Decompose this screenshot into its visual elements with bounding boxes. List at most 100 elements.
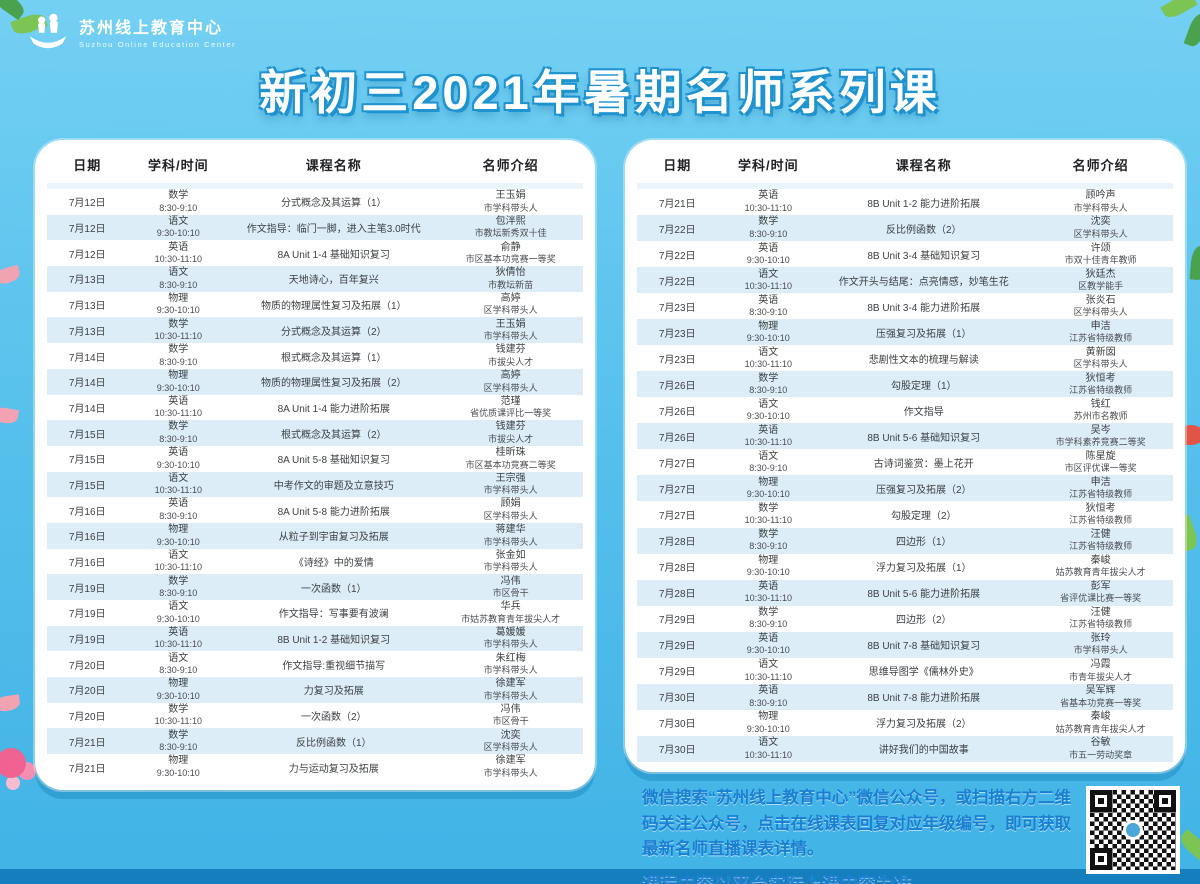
table-row: 7月19日 语文 9:30-10:10 作文指导：写事要有波澜 华兵 市姑苏教育… [47, 600, 583, 626]
table-row: 7月21日 英语 10:30-11:10 8B Unit 1-2 能力进阶拓展 … [637, 186, 1173, 215]
course-cell: 四边形（2） [895, 615, 952, 627]
date-cell: 7月20日 [68, 660, 106, 672]
teacher-cell: 狄廷杰 区教学能手 [1028, 267, 1173, 293]
table-body-left: 7月12日 数学 8:30-9:10 分式概念及其运算（1） 王玉娟 市学科带头… [47, 186, 583, 780]
teacher-credential: 市学科带头人 [483, 562, 538, 573]
teacher-credential: 区学科带头人 [483, 382, 538, 393]
subject-time-cell: 数学 8:30-9:10 [127, 343, 229, 369]
teacher-name: 狄恒考 [1085, 502, 1116, 514]
course-cell: 分式概念及其运算（2） [280, 326, 387, 338]
subject-time-cell: 英语 8:30-9:10 [127, 497, 229, 523]
teacher-cell: 俞静 市区基本功竞赛一等奖 [438, 240, 583, 266]
teacher-name: 谷敏 [1090, 737, 1111, 749]
subject-label: 语文 [168, 472, 189, 484]
teacher-cell: 彭军 省评优课比赛一等奖 [1028, 580, 1173, 606]
time-label: 10:30-11:10 [744, 671, 792, 682]
teacher-cell: 顾吟声 市学科带头人 [1028, 186, 1173, 215]
qr-code [1086, 786, 1180, 874]
date-cell: 7月19日 [68, 583, 106, 595]
teacher-credential: 市学科带头人 [1073, 645, 1128, 656]
teacher-credential: 区学科带头人 [1073, 228, 1128, 239]
table-row: 7月20日 语文 8:30-9:10 作文指导:重视细节描写 朱红梅 市学科带头… [47, 651, 583, 677]
table-row: 7月21日 数学 8:30-9:10 反比例函数（1） 沈奕 区学科带头人 [47, 728, 583, 755]
date-cell: 7月27日 [658, 510, 696, 522]
teacher-cell: 冯伟 市区骨干 [438, 703, 583, 729]
course-cell: 古诗词鉴赏：墨上花开 [873, 458, 974, 470]
date-cell: 7月26日 [658, 380, 696, 392]
teacher-name: 申洁 [1090, 476, 1111, 488]
course-cell: 力与运动复习及拓展 [288, 763, 379, 775]
subject-time-cell: 语文 9:30-10:10 [127, 215, 229, 241]
course-cell: 从粒子到宇宙复习及拓展 [278, 532, 389, 544]
teacher-cell: 谷敏 市五一劳动奖章 [1028, 736, 1173, 762]
teacher-name: 俞静 [500, 241, 521, 253]
bird-decoration [0, 694, 21, 713]
teacher-cell: 张玲 市学科带头人 [1028, 632, 1173, 658]
teacher-credential: 江苏省特级教师 [1069, 489, 1133, 500]
time-label: 9:30-10:10 [746, 489, 790, 500]
course-cell: 根式概念及其运算（1） [280, 352, 387, 364]
time-label: 8:30-9:10 [159, 433, 198, 444]
subject-time-cell: 英语 10:30-11:10 [717, 580, 819, 606]
subject-time-cell: 英语 9:30-10:10 [127, 446, 229, 472]
boat-people-logo-icon [26, 12, 70, 50]
subject-label: 数学 [168, 421, 189, 433]
subject-label: 数学 [758, 372, 779, 384]
subject-label: 语文 [758, 659, 779, 671]
course-cell: 力复习及拓展 [303, 686, 364, 698]
subject-time-cell: 英语 10:30-11:10 [127, 626, 229, 652]
schedule-table-left: 日期 学科/时间 课程名称 名师介绍 7月12日 数学 8:30-9:10 分式… [47, 146, 583, 780]
teacher-cell: 高婷 区学科带头人 [438, 292, 583, 318]
subject-label: 语文 [758, 398, 779, 410]
teacher-cell: 申洁 江苏省特级教师 [1028, 475, 1173, 501]
teacher-cell: 桂昕珠 市区基本功竞赛二等奖 [438, 446, 583, 472]
table-row: 7月14日 物理 9:30-10:10 物质的物理属性复习及拓展（2） 高婷 区… [47, 368, 583, 395]
teacher-credential: 市学科带头人 [483, 665, 538, 676]
teacher-cell: 冯霞 市青年拔尖人才 [1028, 658, 1173, 684]
table-row: 7月26日 语文 9:30-10:10 作文指导 钱红 苏州市名教师 [637, 397, 1173, 423]
teacher-credential: 市学科带头人 [1073, 202, 1128, 213]
subject-label: 语文 [758, 737, 779, 749]
time-label: 10:30-11:10 [154, 254, 202, 265]
teacher-credential: 市区骨干 [492, 588, 529, 599]
teacher-name: 张炎石 [1085, 294, 1116, 306]
time-label: 8:30-9:10 [159, 510, 198, 521]
subject-label: 语文 [168, 601, 189, 613]
teacher-name: 狄恒考 [1085, 372, 1116, 384]
course-cell: 8B Unit 5-6 能力进阶拓展 [867, 589, 981, 601]
time-label: 8:30-9:10 [749, 307, 788, 318]
footer-notice: 微信搜索“苏州线上教育中心”微信公众号，或扫描右方二维码关注公众号，点击在线课表… [642, 786, 1084, 884]
date-cell: 7月16日 [68, 506, 106, 518]
course-cell: 讲好我们的中国故事 [878, 745, 969, 757]
teacher-credential: 省优质课评比一等奖 [470, 408, 552, 419]
course-cell: 中考作文的审题及立意技巧 [273, 480, 394, 492]
subject-time-cell: 数学 8:30-9:10 [717, 215, 819, 241]
header-course: 课程名称 [229, 146, 439, 189]
subject-label: 数学 [758, 216, 779, 228]
time-label: 10:30-11:10 [154, 639, 202, 650]
subject-label: 英语 [168, 241, 189, 253]
course-cell: 8B Unit 5-6 基础知识复习 [867, 432, 981, 444]
subject-time-cell: 语文 9:30-10:10 [717, 397, 819, 423]
table-row: 7月20日 数学 10:30-11:10 一次函数（2） 冯伟 市区骨干 [47, 703, 583, 729]
subject-time-cell: 语文 10:30-11:10 [127, 549, 229, 575]
subject-label: 物理 [168, 755, 189, 767]
subject-time-cell: 英语 8:30-9:10 [717, 684, 819, 710]
subject-label: 物理 [168, 292, 189, 304]
time-label: 9:30-10:10 [156, 536, 200, 547]
subject-label: 英语 [758, 190, 779, 202]
course-cell: 作文指导:重视细节描写 [282, 660, 386, 672]
time-label: 10:30-11:10 [744, 515, 792, 526]
teacher-cell: 张金如 市学科带头人 [438, 549, 583, 575]
teacher-name: 彭军 [1090, 580, 1111, 592]
teacher-cell: 申洁 江苏省特级教师 [1028, 319, 1173, 345]
teacher-cell: 葛媛媛 市学科带头人 [438, 626, 583, 652]
date-cell: 7月30日 [658, 719, 696, 731]
date-cell: 7月22日 [658, 224, 696, 236]
subject-time-cell: 物理 9:30-10:10 [127, 523, 229, 549]
course-cell: 浮力复习及拓展（2） [875, 719, 972, 731]
date-cell: 7月19日 [68, 609, 106, 621]
table-row: 7月29日 语文 10:30-11:10 思维导图学《儒林外史》 冯霞 市青年拔… [637, 658, 1173, 684]
brand-name: 苏州线上教育中心 [79, 19, 224, 37]
date-cell: 7月21日 [68, 763, 106, 775]
